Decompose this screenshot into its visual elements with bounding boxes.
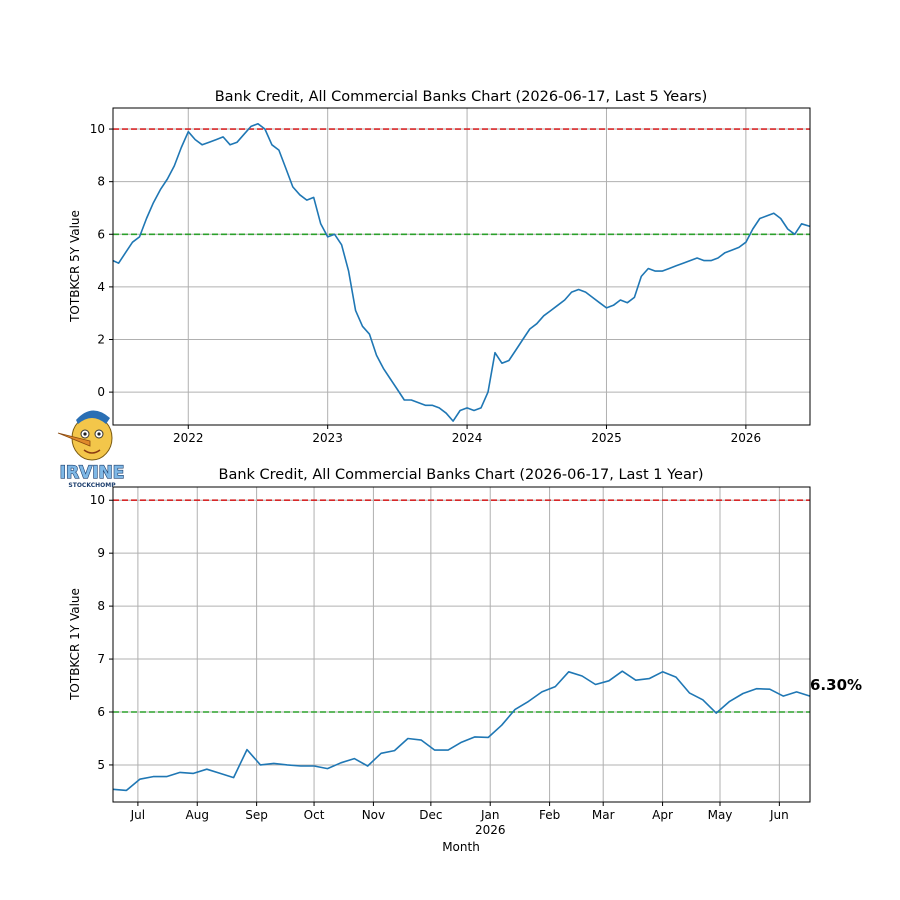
x-tick-label: May (708, 808, 733, 822)
chart-title: Bank Credit, All Commercial Banks Chart … (215, 89, 708, 105)
plot-frame (112, 486, 811, 803)
plot-frame (112, 107, 811, 426)
logo-nose-icon (57, 432, 91, 447)
x-tick-label: Mar (592, 808, 615, 822)
chart-5-year: Bank Credit, All Commercial Banks Chart … (68, 89, 811, 445)
irvine-stockchomp-logo: IRVINE STOCKCHOMP (57, 410, 125, 489)
y-tick-label: 9 (97, 546, 105, 560)
x-tick-label: 2023 (312, 431, 343, 445)
y-axis-label: TOTBKCR 5Y Value (68, 210, 82, 323)
y-tick-label: 2 (97, 333, 105, 347)
series-line (112, 670, 811, 792)
y-tick-label: 4 (97, 280, 105, 294)
x-tick-label: 2026 (731, 431, 762, 445)
y-tick-label: 5 (97, 758, 105, 772)
chart-1-year: Bank Credit, All Commercial Banks Chart … (68, 467, 862, 854)
reference-lines (113, 499, 810, 713)
x-tick-label: 2025 (591, 431, 622, 445)
x-tick-label: Jun (769, 808, 789, 822)
y-tick-label: 10 (90, 493, 105, 507)
y-tick-label: 10 (90, 122, 105, 136)
x-tick-label: Jul (130, 808, 145, 822)
x-tick-label: Oct (304, 808, 325, 822)
y-tick-label: 6 (97, 227, 105, 241)
y-tick-label: 8 (97, 175, 105, 189)
logo-text: IRVINE (60, 463, 125, 483)
x-tick-label: Aug (186, 808, 209, 822)
x-axis-label: Month (442, 840, 480, 854)
x-tick-sublabel: 2026 (475, 823, 506, 837)
x-tick-label: Sep (245, 808, 268, 822)
y-tick-label: 7 (97, 652, 105, 666)
logo-subtext: STOCKCHOMP (68, 482, 116, 489)
x-tick-label: Nov (362, 808, 385, 822)
grid (113, 108, 810, 425)
y-ticks: 0 2 4 6 8 10 (90, 122, 113, 399)
x-tick-label: Jan (480, 808, 500, 822)
x-ticks: 2022 2023 2024 2025 2026 (173, 425, 761, 445)
logo-hat-icon (76, 410, 110, 424)
x-tick-label: Apr (652, 808, 673, 822)
grid (113, 487, 810, 802)
y-ticks: 5 6 7 8 9 10 (90, 493, 113, 772)
y-tick-label: 6 (97, 705, 105, 719)
x-tick-label: 2022 (173, 431, 204, 445)
last-value-label: 6.30% (810, 676, 862, 694)
chart-title: Bank Credit, All Commercial Banks Chart … (219, 467, 704, 483)
series-line (112, 123, 811, 422)
y-tick-label: 8 (97, 599, 105, 613)
x-tick-label: Feb (539, 808, 560, 822)
x-tick-label: 2024 (452, 431, 483, 445)
reference-lines (113, 128, 810, 236)
x-tick-label: Dec (419, 808, 442, 822)
y-tick-label: 0 (97, 385, 105, 399)
y-axis-label: TOTBKCR 1Y Value (68, 588, 82, 701)
